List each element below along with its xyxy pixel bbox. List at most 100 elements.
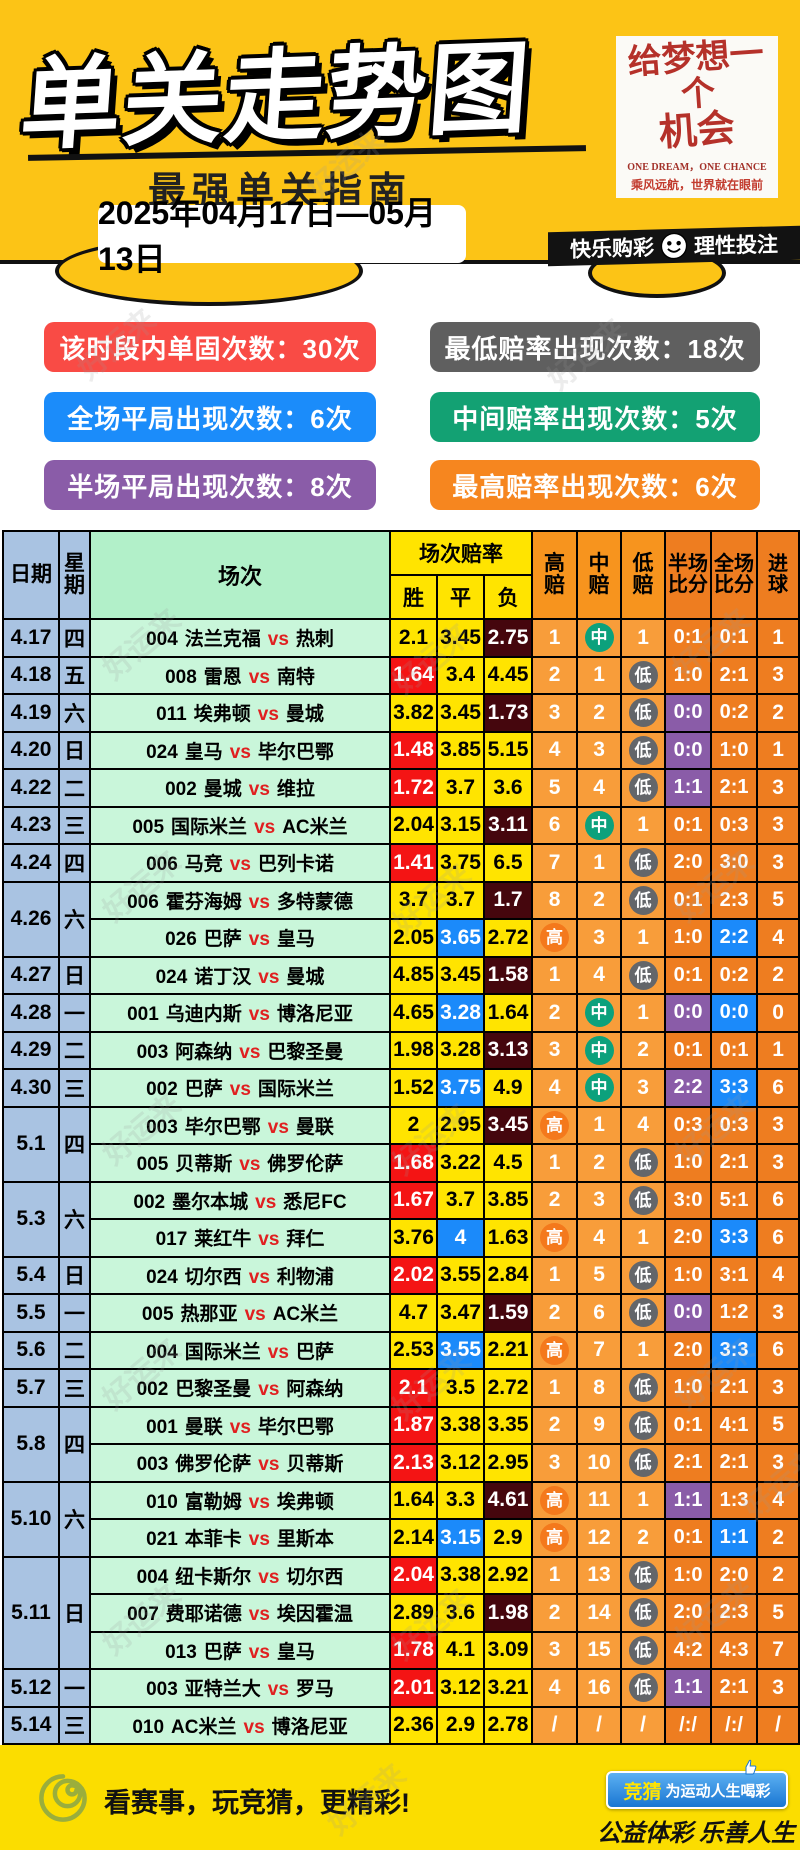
col-header-week: 星期 [58, 530, 91, 620]
mid-odds-cell: 6 [576, 1293, 623, 1333]
match-cell: 004 纽卡斯尔 vs 切尔西 [89, 1555, 391, 1595]
mid-odds-cell: 4 [576, 1218, 623, 1258]
match-row: 4.20 日 024 皇马 vs 毕尔巴鄂 1.48 3.85 5.15 4 3 低 0:0 1:0 1 [2, 730, 800, 770]
vs-label: vs [267, 629, 289, 651]
away-team: 皇马 [276, 929, 315, 951]
lose-odds-cell: 2.21 [482, 1330, 534, 1370]
vs-label: vs [254, 816, 276, 838]
half-score-cell: 1:0 [664, 1555, 713, 1595]
lose-odds-cell: 2.9 [482, 1518, 534, 1558]
goals-cell: 2 [756, 955, 800, 995]
slogan-right: 理性投注 [694, 233, 778, 259]
half-score-cell: 0:0 [664, 993, 713, 1033]
high-odds-cell: 3 [531, 1030, 579, 1070]
match-number: 001 [127, 1004, 159, 1026]
win-odds-cell: 1.72 [389, 768, 438, 808]
goals-cell: 1 [756, 730, 800, 770]
goals-cell: 6 [756, 1218, 800, 1258]
match-row: 4.23 三 005 国际米兰 vs AC米兰 2.04 3.15 3.11 6 中 1 0:1 0:3 3 [2, 805, 800, 845]
away-team: 热刺 [295, 629, 334, 651]
mid-odds-cell: 中 [576, 1030, 623, 1070]
home-team: 巴萨 [203, 1641, 242, 1663]
full-score-cell: 5:1 [710, 1180, 759, 1220]
draw-odds-cell: 3.15 [436, 805, 485, 845]
low-odds-cell: 1 [620, 1480, 667, 1520]
date-cell: 4.20 [2, 730, 60, 770]
half-score-cell: 0:1 [664, 1518, 713, 1558]
high-odds-cell: 2 [531, 1405, 579, 1445]
match-row: 026 巴萨 vs 皇马 2.05 3.65 2.72 高 3 1 1:0 2:2 4 [3, 918, 800, 958]
weekday-cell: 二 [58, 1330, 91, 1370]
full-score-cell: 2:3 [710, 880, 759, 920]
slogan-bar: 快乐购彩 理性投注 [548, 225, 800, 267]
goals-cell: 5 [756, 880, 800, 920]
match-number: 006 [127, 891, 159, 913]
date-cell: 4.26 [2, 880, 60, 958]
low-odds-cell: 低 [620, 843, 667, 883]
weekday-cell: 一 [58, 1293, 91, 1333]
away-team: 曼城 [285, 704, 324, 726]
col-header-mid: 中赔 [576, 530, 623, 620]
rank-badge: 低 [628, 1635, 658, 1665]
date-cell: 4.22 [2, 768, 60, 808]
stat-box-fulltime-draw-count: 全场平局出现次数：6次 [44, 392, 376, 442]
trend-table: 日期 星期 场次 场次赔率 高赔 中赔 低赔 半场 比分 全场 比分 进球 胜 平 … [2, 530, 800, 1745]
away-team: 埃弗顿 [276, 1491, 334, 1513]
draw-odds-cell: 2.95 [436, 1105, 485, 1145]
low-odds-cell: 低 [620, 1443, 667, 1483]
col-header-odds-group: 场次赔率 [388, 530, 534, 576]
draw-odds-cell: 3.45 [436, 955, 485, 995]
match-row: 4.28 一 001 乌迪内斯 vs 博洛尼亚 4.65 3.28 1.64 2 中 1 0:0 0:0 0 [2, 993, 800, 1033]
full-score-cell: 1:1 [710, 1518, 759, 1558]
match-number: 003 [136, 1041, 169, 1063]
mid-odds-cell: 1 [576, 843, 623, 883]
date-cell: 5.3 [2, 1180, 60, 1258]
goals-cell: 3 [756, 843, 800, 883]
mid-odds-cell: / [576, 1705, 623, 1745]
home-team: 埃弗顿 [193, 704, 251, 726]
mid-odds-cell: 中 [576, 805, 623, 845]
match-row: 4.24 四 006 马竞 vs 巴列卡诺 1.41 3.75 6.5 7 1 低 2:0 3:0 3 [2, 843, 800, 883]
away-team: 拜仁 [286, 1229, 325, 1251]
vs-label: vs [258, 1454, 280, 1476]
col-header-high: 高赔 [531, 530, 579, 620]
low-odds-cell: 低 [620, 1180, 667, 1220]
win-odds-cell: 2.14 [389, 1518, 438, 1558]
lose-odds-cell: 1.98 [482, 1593, 534, 1633]
high-odds-cell: 3 [531, 1443, 579, 1483]
home-team: 皇马 [184, 741, 223, 763]
home-team: 霍芬海姆 [165, 891, 242, 913]
mid-odds-cell: 2 [576, 693, 623, 733]
win-odds-cell: 4.85 [389, 955, 438, 995]
match-cell: 010 AC米兰 vs 博洛尼亚 [89, 1705, 391, 1745]
mid-odds-cell: 中 [576, 618, 623, 658]
goals-cell: 4 [756, 1255, 800, 1295]
lose-odds-cell: 3.13 [482, 1030, 534, 1070]
trend-table-body: 4.17 四 004 法兰克福 vs 热刺 2.1 3.45 2.75 1 中 1 0:1 0:1 1 4.1… [2, 618, 800, 1745]
goals-cell: 3 [756, 768, 800, 808]
full-score-cell: 2:1 [710, 1668, 759, 1708]
rank-badge: 中 [584, 623, 614, 653]
match-number: 026 [165, 929, 197, 951]
low-odds-cell: 1 [620, 1218, 667, 1258]
high-odds-cell: 1 [531, 1143, 579, 1183]
mid-odds-cell: 1 [576, 655, 623, 695]
away-team: 毕尔巴鄂 [257, 741, 334, 763]
draw-odds-cell: 3.38 [436, 1405, 485, 1445]
stat-box-lowest-odds-count: 最低赔率出现次数：18次 [430, 322, 760, 372]
goals-cell: 1 [756, 1030, 800, 1070]
match-cell: 024 诺丁汉 vs 曼城 [89, 955, 391, 995]
match-cell: 026 巴萨 vs 皇马 [89, 918, 391, 958]
low-odds-cell: 1 [620, 618, 667, 658]
away-team: 曼联 [295, 1116, 334, 1138]
mid-odds-cell: 12 [576, 1518, 623, 1558]
full-score-cell: 0:3 [710, 805, 759, 845]
win-odds-cell: 3.76 [389, 1218, 438, 1258]
match-number: 004 [146, 1341, 178, 1363]
full-score-cell: 4:3 [710, 1630, 759, 1670]
match-cell: 021 本菲卡 vs 里斯本 [89, 1518, 391, 1558]
half-score-cell: 0:1 [664, 1030, 713, 1070]
away-team: 维拉 [276, 779, 315, 801]
away-team: 巴黎圣曼 [267, 1041, 344, 1063]
weekday-cell: 五 [58, 655, 91, 695]
